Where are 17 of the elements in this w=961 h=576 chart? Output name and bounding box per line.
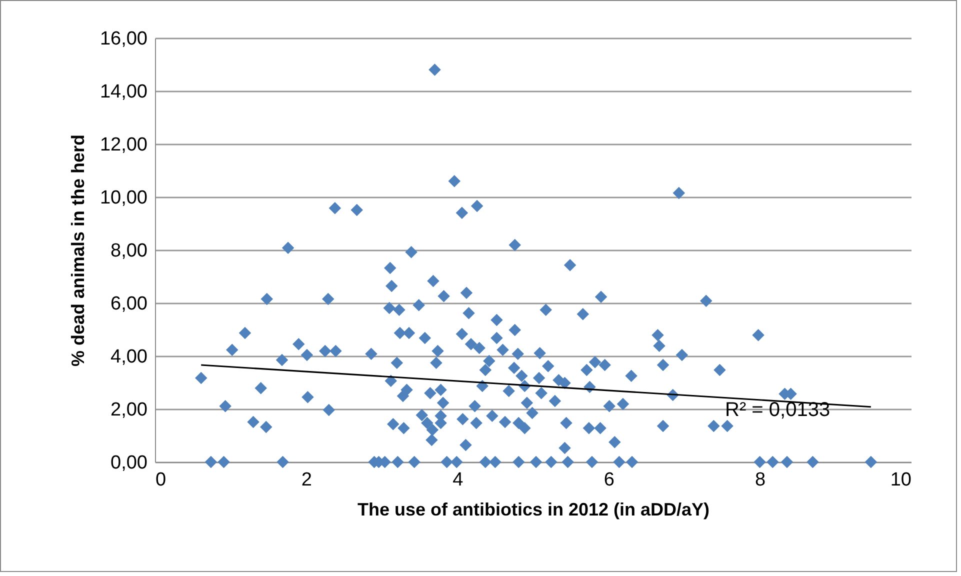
y-tick-label: 4,00 — [110, 346, 148, 368]
x-tick-label: 2 — [301, 470, 312, 490]
y-tick-label: 6,00 — [110, 294, 148, 314]
x-tick-label: 0 — [156, 470, 166, 490]
x-tick-label: 6 — [604, 470, 614, 490]
y-tick-label: 12,00 — [100, 134, 148, 156]
y-tick-label: 8,00 — [110, 240, 148, 262]
x-tick-label: 8 — [755, 470, 766, 490]
y-tick-label: 14,00 — [100, 82, 148, 102]
x-axis-title: The use of antibiotics in 2012 (in aDD/aY) — [357, 500, 710, 520]
y-tick-label: 2,00 — [110, 400, 148, 420]
y-tick-label: 0,00 — [110, 452, 148, 474]
x-tick-label: 10 — [890, 470, 912, 490]
y-tick-label: 10,00 — [100, 188, 148, 208]
x-tick-label: 4 — [452, 470, 464, 490]
y-tick-label: 16,00 — [100, 28, 148, 50]
y-axis-title: % dead animals in the herd — [68, 134, 88, 367]
